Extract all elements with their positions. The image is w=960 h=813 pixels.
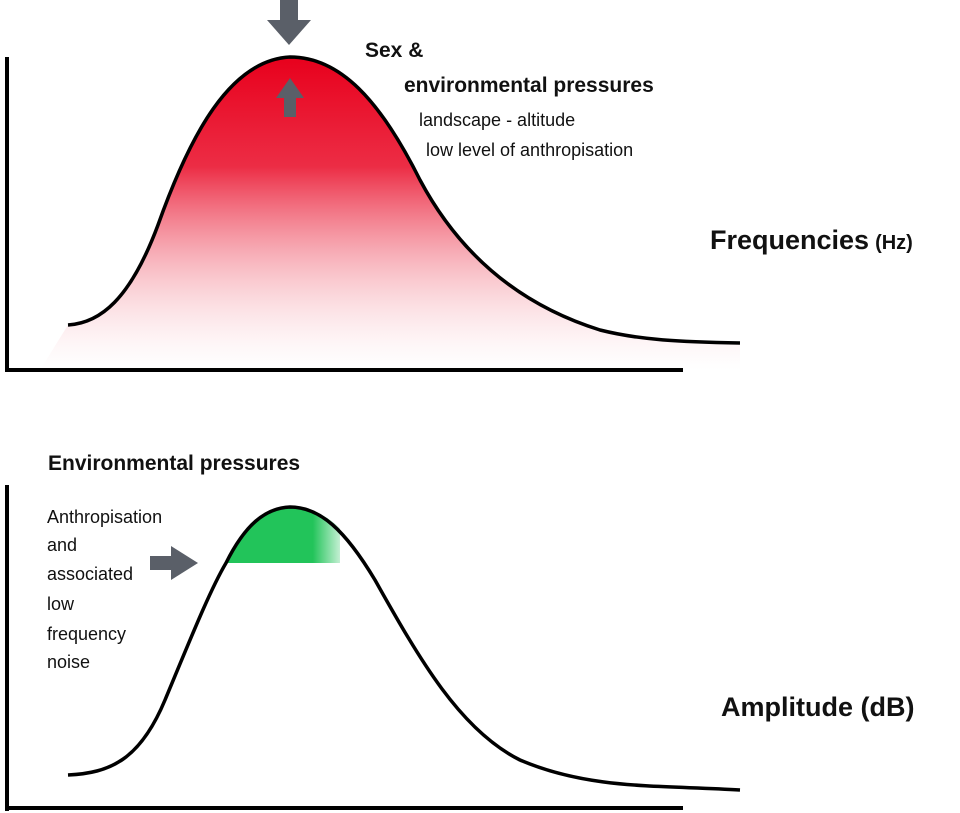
top-annotation-title-2: environmental pressures <box>404 74 654 97</box>
top-annotation-sub-2: low level of anthropisation <box>426 140 633 160</box>
bottom-note-line-5: frequency <box>47 624 126 644</box>
frequency-curve-fill <box>40 57 740 370</box>
bottom-note: Anthropisation and associated low freque… <box>47 507 162 672</box>
bottom-heading: Environmental pressures <box>48 452 300 475</box>
bottom-note-line-1: Anthropisation <box>47 507 162 527</box>
bottom-note-line-2: and <box>47 535 77 555</box>
bottom-note-line-3: associated <box>47 564 133 584</box>
bottom-note-line-4: low <box>47 594 75 614</box>
up-arrow-icon <box>276 78 304 117</box>
top-annotation-sub-1: landscape - altitude <box>419 110 575 130</box>
bottom-panel: Environmental pressures Anthropisation a… <box>5 452 914 811</box>
down-arrow-icon <box>267 0 311 45</box>
amplitude-curve <box>67 505 741 792</box>
bottom-note-line-6: noise <box>47 652 90 672</box>
right-arrow-icon <box>150 546 198 580</box>
top-panel: Sex & environmental pressures landscape … <box>5 0 913 372</box>
top-axis-label-unit: (Hz) <box>875 232 913 254</box>
top-annotation-title-1: Sex & <box>365 39 423 62</box>
top-axis-label-main: Frequencies <box>710 225 869 255</box>
top-axis-label: Frequencies (Hz) <box>710 225 913 255</box>
frequency-curve <box>67 55 741 345</box>
amplitude-highlight <box>226 507 340 563</box>
bottom-axis-label: Amplitude (dB) <box>721 692 914 722</box>
